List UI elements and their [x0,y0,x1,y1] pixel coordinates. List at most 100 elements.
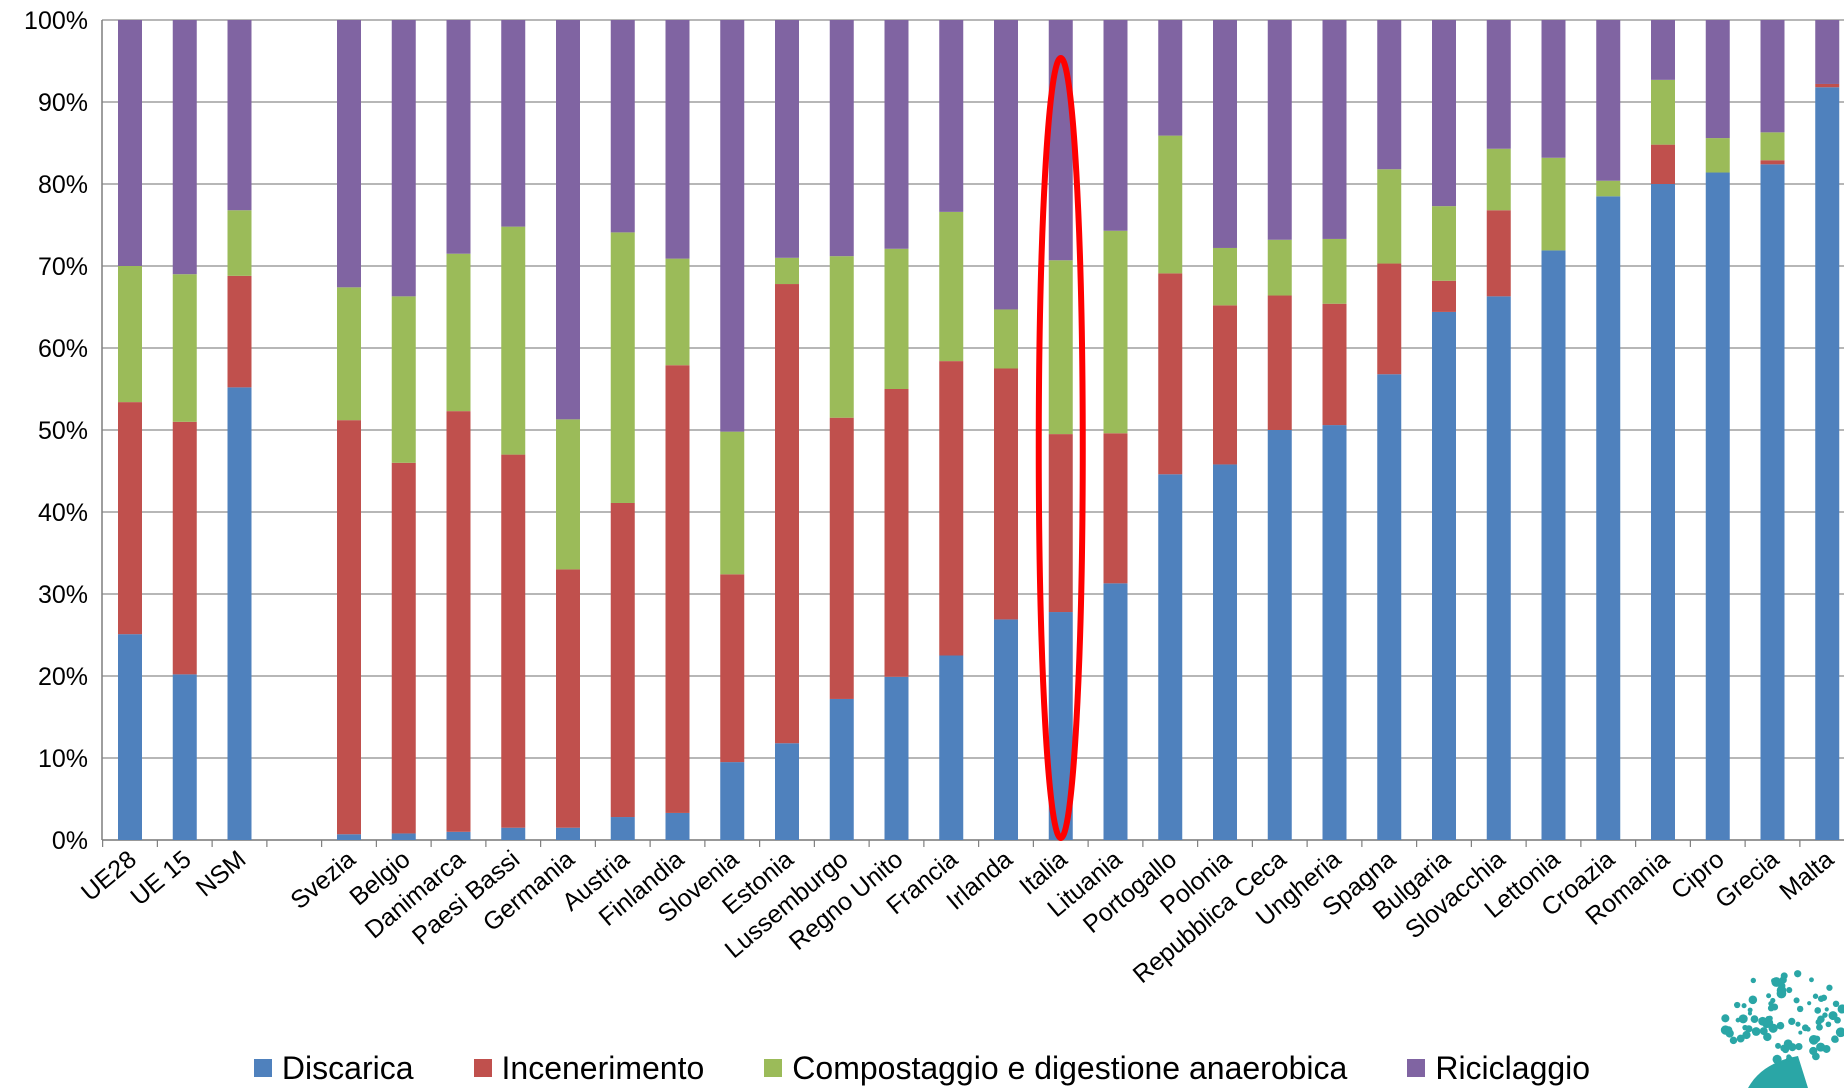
bar-segment-discarica [1432,311,1456,840]
bar-segment-compostaggio [1267,239,1292,296]
legend-label: Riciclaggio [1435,1049,1591,1086]
bar-segment-riciclaggio [994,20,1018,310]
logo-dot [1763,1017,1774,1028]
logo-dot [1738,1014,1748,1024]
bar-segment-discarica [829,698,854,840]
bar-segment-riciclaggio [446,20,471,254]
bar-segment-compostaggio [829,256,854,418]
logo-dot [1734,1001,1741,1009]
bar-segment-discarica [1377,374,1402,840]
bar-segment-compostaggio [337,287,361,421]
bar-segment-discarica [446,831,471,840]
bar-segment-discarica [1486,296,1511,841]
bar-segment-riciclaggio [1432,20,1456,207]
x-tick-label: Grecia [1710,845,1784,914]
bar-segment-discarica [1103,583,1128,840]
bar-segment-riciclaggio [391,20,416,297]
chart-svg: 0%10%20%30%40%50%60%70%80%90%100%UE28UE … [24,7,1844,989]
bar-segment-compostaggio [1322,238,1347,304]
logo-dot [1786,1055,1793,1062]
logo-dot [1780,1044,1788,1052]
bar-segment-riciclaggio [665,20,690,259]
bar-segment-discarica [1815,87,1840,841]
bar-segment-compostaggio [1760,132,1785,161]
bar-segment-compostaggio [1213,247,1237,306]
bar-segment-riciclaggio [884,20,909,249]
y-tick-label: 100% [24,7,88,35]
legend-swatch [764,1059,783,1077]
bar-segment-compostaggio [775,257,799,285]
bar-segment-riciclaggio [1651,20,1675,80]
bar-segment-discarica [501,827,526,840]
y-tick-label: 70% [38,253,88,281]
bar-segment-discarica [227,387,252,840]
logo-dot [1748,995,1758,1005]
bar-segment-discarica [172,674,197,840]
bar-segment-incenerimento [665,365,690,813]
bar-segment-riciclaggio [829,20,854,257]
bar-segment-incenerimento [1432,280,1456,312]
bar-segment-riciclaggio [1705,20,1730,139]
x-tick-label: Svezia [285,845,361,915]
bar-segment-riciclaggio [1267,20,1292,240]
logo-dot [1788,1017,1796,1026]
x-tick-label: NSM [191,845,252,902]
bar-segment-discarica [1596,196,1621,841]
logo-dot [1770,997,1776,1004]
logo-dot [1742,1030,1751,1040]
legend-label: Discarica [281,1049,414,1086]
bar-segment-discarica [1541,250,1566,841]
logo-dot [1824,1007,1829,1012]
logo-dot [1771,977,1782,987]
bar-segment-compostaggio [1103,230,1128,434]
bar-segment-incenerimento [556,569,580,828]
bar-segment-riciclaggio [227,20,252,211]
x-tick-label: Malta [1774,845,1839,906]
logo-dot [1814,1007,1822,1014]
logo-dot [1835,1027,1844,1038]
bar-segment-discarica [994,619,1018,840]
bar-segment-riciclaggio [1103,20,1128,231]
bar-segment-compostaggio [446,253,471,412]
bar-segment-discarica [118,634,142,840]
logo-dot [1721,1014,1730,1023]
bar-segment-discarica [1322,425,1347,840]
logo-dot [1809,977,1814,983]
bar-segment-incenerimento [1213,305,1237,465]
bar-segment-riciclaggio [1486,20,1511,149]
bar-segment-riciclaggio [775,20,799,258]
bar-segment-discarica [337,834,361,840]
logo-dot [1747,1011,1753,1016]
bar-segment-incenerimento [1322,303,1347,426]
y-tick-label: 0% [52,827,88,855]
logo-dot [1788,1045,1793,1050]
legend-item: Incenerimento [473,1049,705,1087]
logo-dot [1729,1036,1738,1045]
logo-dot [1795,1021,1801,1027]
logo-dot [1816,1042,1826,1052]
legend-label: Incenerimento [501,1049,705,1086]
legend-swatch [1407,1059,1426,1077]
bar-segment-incenerimento [1267,295,1292,430]
logo-dot [1820,994,1828,1001]
logo-dot [1776,1022,1782,1028]
logo-dot [1766,993,1772,999]
bar-segment-discarica [720,762,745,840]
bar-segment-compostaggio [501,226,526,455]
highlight-ellipse [1035,55,1086,841]
bar-segment-riciclaggio [1213,20,1237,248]
bar-segment-compostaggio [720,431,745,575]
bar-segment-riciclaggio [1760,20,1785,133]
bar-segment-compostaggio [1432,206,1456,281]
bar-segment-incenerimento [829,417,854,699]
bar-segment-incenerimento [1158,273,1183,475]
x-tick-label: UE 15 [125,845,196,911]
legend-item: Discarica [253,1049,414,1087]
logo-dot [1780,972,1788,980]
bar-segment-discarica [939,655,964,840]
bar-segment-riciclaggio [720,20,745,432]
logo-dot [1831,1013,1837,1019]
legend-swatch [473,1059,492,1077]
bar-segment-discarica [556,827,580,840]
y-tick-label: 20% [38,663,88,691]
